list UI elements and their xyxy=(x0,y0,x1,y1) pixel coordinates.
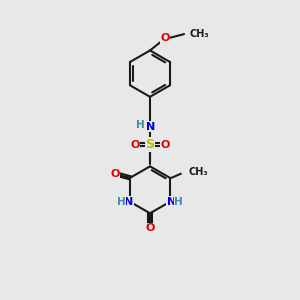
Text: O: O xyxy=(160,33,170,43)
Text: O: O xyxy=(145,223,155,233)
Text: H: H xyxy=(136,121,145,130)
Text: N: N xyxy=(146,122,155,132)
Text: N: N xyxy=(167,197,176,207)
Text: CH₃: CH₃ xyxy=(188,167,208,177)
Text: O: O xyxy=(160,140,170,149)
Text: S: S xyxy=(146,138,154,151)
Text: H: H xyxy=(174,197,183,207)
Text: H: H xyxy=(117,197,126,207)
Text: N: N xyxy=(124,197,134,207)
Text: CH₃: CH₃ xyxy=(190,29,209,39)
Text: O: O xyxy=(110,169,120,179)
Text: O: O xyxy=(130,140,140,149)
